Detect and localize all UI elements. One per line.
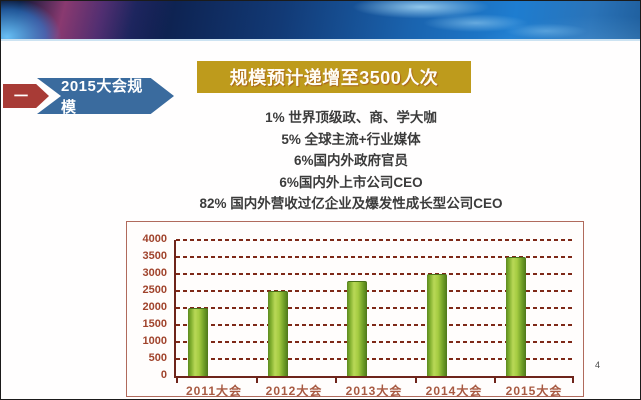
y-tick-label: 3500 bbox=[142, 250, 167, 262]
y-axis-labels: 0 500 1000 1500 2000 2500 3000 3500 4000 bbox=[127, 222, 171, 398]
section-number-arrow: 一 bbox=[3, 84, 49, 108]
headline-banner: 规模预计递增至3500人次 bbox=[197, 61, 471, 93]
page-number: 4 bbox=[595, 360, 601, 370]
gridline bbox=[176, 307, 574, 309]
x-axis-tick bbox=[494, 378, 497, 383]
chart-bar bbox=[267, 291, 288, 376]
x-axis-labels: 2011大会 2012大会 2013大会 2014大会 2015大会 bbox=[174, 382, 574, 399]
chart-plot bbox=[174, 239, 574, 383]
gridline bbox=[176, 273, 574, 275]
headline-banner-label: 规模预计递增至3500人次 bbox=[229, 68, 439, 88]
x-category-label: 2011大会 bbox=[185, 384, 243, 398]
y-tick-label: 2000 bbox=[142, 301, 167, 313]
y-tick-label: 2500 bbox=[142, 284, 167, 296]
x-axis-tick bbox=[335, 378, 338, 383]
stat-line: 5% 全球主流+行业媒体 bbox=[281, 131, 421, 147]
y-tick-label: 0 bbox=[160, 369, 167, 381]
x-category-label: 2014大会 bbox=[425, 384, 483, 398]
y-tick-label: 500 bbox=[148, 352, 167, 364]
y-tick-label: 1000 bbox=[142, 335, 167, 347]
gridline bbox=[176, 341, 574, 343]
gridline bbox=[176, 256, 574, 258]
chart-bar bbox=[506, 257, 527, 376]
stats-list: 1% 世界顶级政、商、学大咖 5% 全球主流+行业媒体 6%国内外政府官员 6%… bbox=[61, 107, 640, 215]
x-axis-tick bbox=[255, 378, 258, 383]
gridline bbox=[176, 290, 574, 292]
x-category-label: 2015大会 bbox=[505, 384, 563, 398]
x-axis-tick bbox=[414, 378, 417, 383]
stat-line: 6%国内外政府官员 bbox=[293, 153, 408, 169]
gridline bbox=[176, 358, 574, 360]
gridline bbox=[176, 239, 574, 241]
gridline bbox=[176, 324, 574, 326]
section-number-label: 一 bbox=[14, 88, 28, 104]
bar-chart: 0 500 1000 1500 2000 2500 3000 3500 4000 2011大会 2… bbox=[126, 221, 584, 399]
header-decorative-band bbox=[1, 1, 640, 41]
stat-line: 82% 国内外营收过亿企业及爆发性成长型公司CEO bbox=[199, 196, 503, 212]
x-category-label: 2013大会 bbox=[345, 384, 403, 398]
stat-line: 6%国内外上市公司CEO bbox=[279, 174, 423, 190]
chart-bar bbox=[347, 280, 368, 376]
y-tick-label: 4000 bbox=[142, 233, 167, 245]
y-tick-label: 1500 bbox=[142, 318, 167, 330]
x-axis-tick bbox=[176, 378, 178, 383]
x-category-label: 2012大会 bbox=[265, 384, 323, 398]
section-title-label: 2015大会规模 bbox=[61, 78, 143, 116]
y-tick-label: 3000 bbox=[142, 267, 167, 279]
x-axis-tick bbox=[572, 378, 574, 383]
chart-bar bbox=[426, 274, 447, 376]
chart-bar bbox=[188, 308, 208, 376]
stat-line: 1% 世界顶级政、商、学大咖 bbox=[265, 110, 437, 125]
